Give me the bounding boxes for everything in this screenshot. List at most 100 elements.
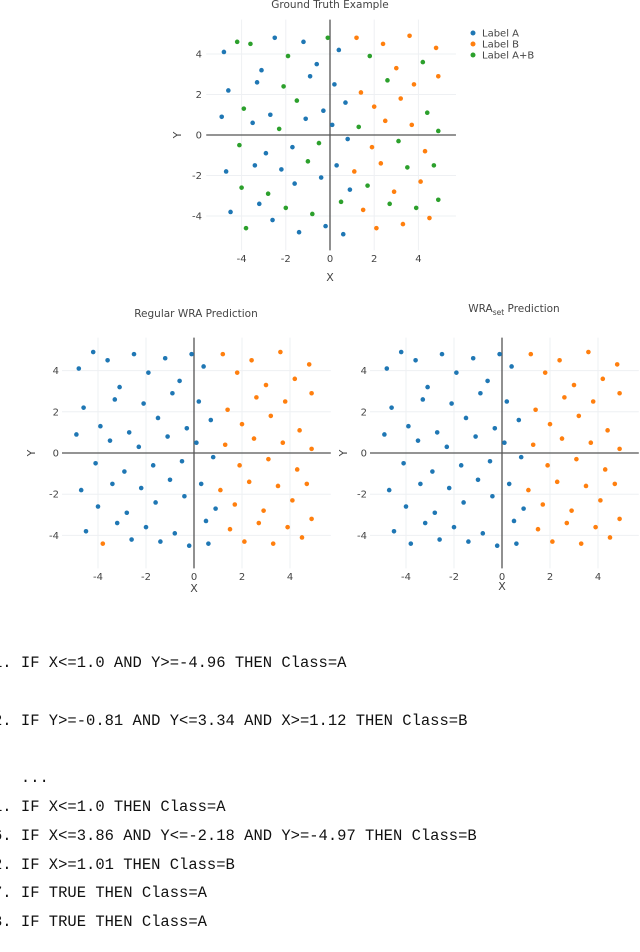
y-tick-label: -2: [49, 490, 59, 501]
data-point-A: [182, 493, 187, 499]
data-point-AB: [325, 35, 331, 41]
data-point-A: [153, 500, 158, 505]
data-point-A: [296, 229, 302, 235]
data-point-A: [167, 477, 173, 483]
data-point-B: [290, 498, 295, 503]
data-point-A: [203, 518, 209, 524]
data-point-A: [189, 351, 194, 357]
data-point-B: [588, 440, 594, 446]
data-point-A: [444, 444, 450, 450]
data-point-AB: [305, 159, 311, 164]
legend-label: Label A: [482, 29, 519, 40]
data-point-A: [155, 415, 161, 421]
data-point-A: [201, 364, 206, 369]
data-point-B: [261, 508, 266, 513]
data-point-A: [470, 355, 476, 361]
data-point-AB: [281, 84, 286, 89]
data-point-AB: [338, 199, 344, 205]
data-point-A: [254, 80, 260, 85]
x-tick-label: 2: [239, 572, 245, 583]
data-point-A: [420, 397, 426, 402]
data-point-B: [409, 122, 415, 128]
data-point-B: [309, 516, 314, 522]
y-tick-label: 2: [53, 407, 59, 418]
data-point-B: [371, 104, 377, 109]
data-point-A: [213, 506, 218, 511]
data-point-A: [485, 378, 490, 384]
data-point-A: [131, 351, 137, 357]
data-point-B: [306, 362, 312, 367]
data-point-A: [329, 122, 335, 128]
data-point-B: [569, 508, 574, 513]
data-point-A: [95, 504, 101, 509]
data-point-A: [259, 67, 264, 73]
data-point-A: [480, 531, 486, 536]
data-point-B: [374, 225, 379, 231]
data-point-A: [198, 481, 204, 487]
x-tick-label: -2: [141, 572, 151, 583]
data-point-A: [518, 454, 524, 460]
y-tick-label: -4: [192, 212, 202, 223]
data-point-B: [294, 467, 300, 472]
data-point-A: [466, 539, 471, 544]
data-point-A: [186, 543, 192, 548]
data-point-A: [451, 524, 457, 530]
data-point-A: [345, 136, 350, 142]
data-point-A: [81, 405, 86, 410]
data-point-A: [150, 463, 156, 468]
data-point-B: [297, 428, 302, 433]
data-point-B: [394, 65, 399, 71]
data-point-A: [490, 493, 495, 499]
data-point-A: [382, 432, 387, 437]
y-tick-label: 0: [361, 449, 367, 460]
data-point-B: [427, 215, 432, 221]
data-point-B: [433, 45, 439, 51]
data-point-B: [614, 362, 620, 367]
data-point-B: [222, 442, 228, 448]
data-point-A: [301, 39, 306, 45]
x-tick-label: -2: [281, 254, 291, 265]
data-point-B: [571, 382, 577, 388]
data-point-A: [93, 461, 98, 466]
data-point-B: [540, 502, 546, 507]
data-point-A: [76, 366, 82, 371]
data-point-A: [422, 520, 428, 526]
data-point-B: [562, 395, 567, 400]
data-point-A: [219, 114, 225, 120]
data-point-AB: [294, 98, 300, 103]
data-point-B: [530, 442, 536, 448]
data-point-AB: [367, 53, 373, 59]
y-tick-label: -2: [357, 490, 367, 501]
data-point-A: [425, 384, 430, 390]
data-point-A: [124, 510, 130, 516]
data-point-B: [600, 376, 606, 382]
chart-title: WRAset Prediction: [468, 303, 559, 317]
x-tick-label: -4: [237, 254, 247, 265]
data-point-B: [234, 370, 240, 375]
data-point-B: [607, 535, 613, 540]
data-point-B: [100, 541, 106, 546]
data-point-A: [194, 440, 199, 446]
data-point-A: [461, 500, 466, 505]
data-point-B: [227, 526, 233, 532]
data-point-A: [475, 477, 481, 483]
y-axis-label: Y: [25, 449, 38, 457]
data-point-B: [275, 483, 281, 489]
data-point-A: [506, 481, 512, 487]
data-point-A: [158, 539, 163, 544]
data-point-B: [309, 446, 314, 452]
data-point-A: [228, 209, 233, 215]
data-point-A: [226, 88, 231, 93]
data-point-AB: [435, 197, 441, 203]
title-suffix: Prediction: [504, 303, 560, 315]
data-point-A: [206, 541, 211, 546]
data-point-A: [90, 349, 96, 355]
x-tick-label: 4: [287, 572, 293, 583]
data-point-A: [347, 187, 353, 192]
data-point-B: [278, 349, 283, 355]
data-point-AB: [234, 39, 240, 45]
data-point-A: [179, 458, 185, 464]
data-point-B: [270, 541, 276, 546]
data-point-B: [380, 41, 386, 47]
data-point-A: [415, 438, 421, 443]
